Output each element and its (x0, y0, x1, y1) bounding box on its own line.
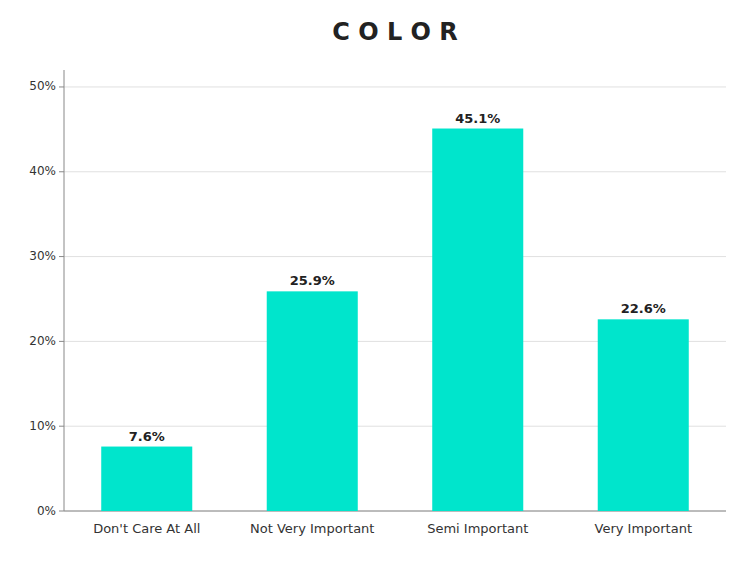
y-tick (59, 426, 64, 427)
x-tick-label: Semi Important (427, 521, 528, 536)
y-tick (59, 341, 64, 342)
y-axis-line (64, 70, 65, 511)
y-tick (59, 511, 64, 512)
chart-container: C O L O R 0% 10% 20% 30% 40% 50% 7.6% 25.9% 45.1%… (0, 0, 750, 563)
x-tick-label: Not Very Important (250, 521, 374, 536)
y-tick (59, 256, 64, 257)
x-tick-label: Very Important (595, 521, 693, 536)
grid (64, 87, 726, 511)
grid-line (64, 256, 726, 257)
bar (267, 291, 358, 511)
y-tick-label: 10% (29, 419, 56, 433)
y-tick (59, 86, 64, 87)
bars (101, 129, 689, 511)
y-tick-label: 30% (29, 249, 56, 263)
data-label: 7.6% (129, 429, 165, 444)
grid-line (64, 86, 726, 87)
grid-line (64, 171, 726, 172)
y-tick-label: 0% (37, 504, 56, 518)
bar (432, 129, 523, 511)
y-tick (59, 171, 64, 172)
y-tick-label: 20% (29, 334, 56, 348)
data-label: 45.1% (455, 111, 500, 126)
bar (598, 319, 689, 511)
chart-title: C O L O R (332, 18, 458, 46)
bar (101, 447, 192, 511)
x-tick-label: Don't Care At All (93, 521, 200, 536)
data-label: 22.6% (621, 301, 666, 316)
y-tick-label: 50% (29, 79, 56, 93)
y-ticks: 0% 10% 20% 30% 40% 50% (29, 79, 64, 517)
y-tick-label: 40% (29, 164, 56, 178)
data-label: 25.9% (290, 273, 335, 288)
data-labels: 7.6% 25.9% 45.1% 22.6% (129, 111, 666, 444)
chart-svg: C O L O R 0% 10% 20% 30% 40% 50% 7.6% 25.9% 45.1%… (0, 0, 750, 563)
x-ticks: Don't Care At All Not Very Important Semi … (93, 521, 692, 536)
